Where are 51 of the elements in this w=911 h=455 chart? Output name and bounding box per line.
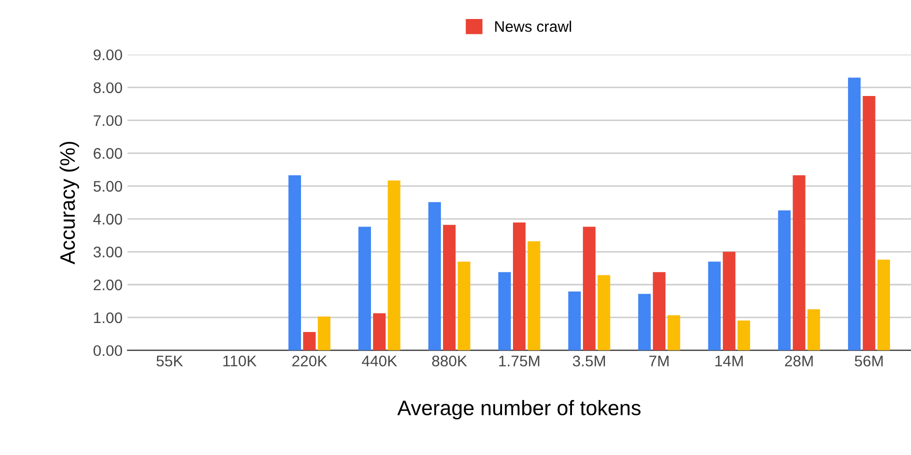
- y-tick-label: 6.00: [94, 148, 122, 159]
- y-tick-label: 9.00: [94, 49, 122, 60]
- bar: [428, 202, 441, 350]
- x-tick-label: 880K: [432, 356, 467, 366]
- legend-label: News crawl: [495, 20, 572, 32]
- bar: [582, 226, 596, 350]
- x-tick-label: 28M: [784, 356, 813, 366]
- y-tick-label: 7.00: [94, 115, 122, 126]
- bar: [722, 252, 736, 350]
- x-tick-label: 110K: [223, 356, 257, 366]
- x-axis-title: Average number of tokens: [397, 400, 641, 420]
- x-tick-label: 56M: [854, 356, 883, 366]
- y-axis-title: Accuracy (%): [60, 142, 80, 264]
- bar: [638, 294, 651, 350]
- x-tick-label: 3.5M: [572, 356, 605, 366]
- bar: [792, 175, 806, 350]
- bar: [668, 315, 680, 350]
- x-tick-label: 440K: [362, 356, 398, 366]
- bar: [512, 222, 526, 350]
- bar: [598, 275, 610, 350]
- y-tick-label: 2.00: [94, 279, 122, 290]
- bar: [528, 241, 540, 350]
- bar: [318, 316, 330, 350]
- y-tick-label: 4.00: [93, 214, 122, 225]
- bar: [568, 292, 581, 350]
- bar: [738, 320, 750, 350]
- bar: [862, 96, 876, 350]
- bar: [877, 260, 890, 350]
- bar: [848, 78, 861, 350]
- x-tick-label: 220K: [292, 356, 328, 366]
- bar: [288, 175, 302, 350]
- bar: [443, 224, 456, 350]
- y-tick-label: 5.00: [94, 180, 122, 192]
- bar: [778, 210, 791, 350]
- bar: [807, 309, 820, 350]
- bar: [458, 262, 470, 350]
- x-tick-label: 55K: [156, 356, 183, 366]
- y-tick-label: 8.00: [94, 82, 122, 94]
- y-tick-label: 0.00: [94, 345, 122, 356]
- x-tick-label: 1.75M: [499, 356, 540, 366]
- bar: [708, 262, 721, 350]
- bar: [358, 226, 371, 350]
- y-tick-label: 1.00: [94, 312, 122, 324]
- bar: [373, 313, 386, 350]
- x-tick-label: 14M: [715, 356, 743, 366]
- y-tick-label: 3.00: [94, 246, 122, 258]
- x-tick-label: 7M: [649, 356, 669, 366]
- bar: [388, 180, 400, 350]
- bar: [303, 332, 316, 350]
- bar: [652, 272, 666, 350]
- bar: [498, 272, 511, 350]
